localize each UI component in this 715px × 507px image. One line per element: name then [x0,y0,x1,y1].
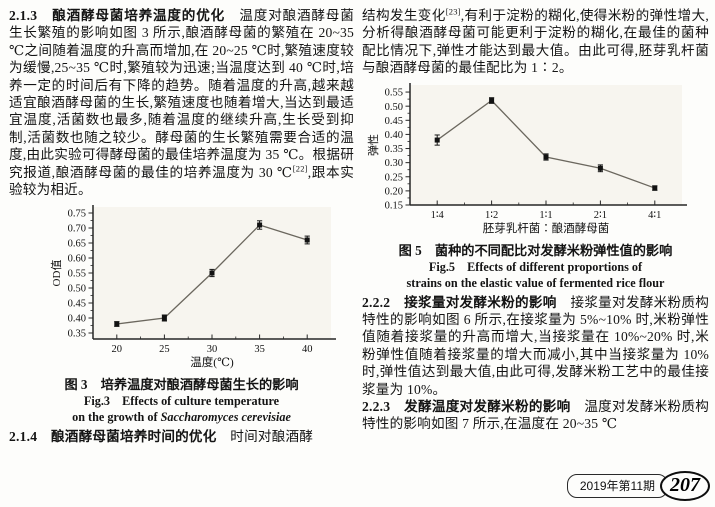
paragraph-2-1-3: 2.1.3 酿酒酵母菌培养温度的优化 温度对酿酒酵母菌生长繁殖的影响如图 3 所… [9,7,354,198]
paragraph-text: ,跟本实验较为相近。 [9,164,354,198]
y-tick-label: 0.20 [385,186,403,197]
paragraph-2-1-4: 2.1.4 酿酒酵母菌培养时间的优化 时间对酿酒酵 [9,428,354,445]
paragraph-continued: 结构发生变化[23],有利于淀粉的糊化,使得米粉的弹性增大,分析得酿酒酵母菌可能… [362,7,709,77]
y-tick-label: 0.35 [385,144,403,155]
section-heading-2-2-3: 2.2.3 发酵温度对发酵米粉的影响 [362,399,571,415]
axes: 0.15 0.20 0.25 0.30 0.35 0.40 0.45 0.50 0.55 1∶4 1… [385,82,687,221]
data-series [434,96,658,191]
x-tick-label: 1∶2 [485,210,498,221]
paragraph-text: 时间对酿酒酵 [216,429,314,445]
paragraph-text: 接浆量对发酵米粉质构特性的影响如图 6 所示,在接浆量为 5%~10% 时,米粉… [362,294,709,397]
y-tick-label: 0.30 [385,158,403,169]
right-column: 结构发生变化[23],有利于淀粉的糊化,使得米粉的弹性增大,分析得酿酒酵母菌可能… [362,7,709,433]
left-column: 2.1.3 酿酒酵母菌培养温度的优化 温度对酿酒酵母菌生长繁殖的影响如图 3 所… [9,7,354,446]
x-tick-label: 20 [112,344,123,355]
page-footer: 2019年第11期 207 [566,471,710,501]
data-point [257,222,263,228]
page-number: 207 [660,471,710,501]
x-tick-label: 2∶1 [594,210,607,221]
y-tick-label: 0.70 [68,224,86,235]
issue-badge: 2019年第11期 [566,474,668,498]
data-point [543,154,549,160]
data-series [114,220,310,328]
species-name: Saccharomyces cerevisiae [160,410,291,425]
data-point [161,315,167,321]
paragraph-text: 温度对发酵米粉质构特性的影响如图 7 所示,在温度在 20~35 ℃ [362,399,709,432]
paragraph-text: ,有利于淀粉的糊化,使得米粉的弹性增大,分析得酿酒酵母菌可能更利于淀粉的糊化,在… [362,8,709,76]
data-point [114,321,120,327]
fig3-caption-cn: 图 3 培养温度对酿酒酵母菌生长的影响 [64,377,299,393]
x-tick-label: 40 [302,344,313,355]
y-axis-label: 弹性 [366,134,380,156]
data-point [597,165,603,171]
y-tick-label: 0.45 [385,116,403,127]
fig3-caption-en-1: Fig.3 Effects of culture temperature [83,394,280,409]
section-heading-2-1-3: 2.1.3 酿酒酵母菌培养温度的优化 [9,8,225,23]
paragraph-text: 温度对酿酒酵母菌生长繁殖的影响如图 3 所示,酿酒酵母菌的繁殖在 20~35 ℃… [9,8,354,180]
x-tick-label: 25 [159,344,170,355]
citation-ref-22: [22] [292,163,308,174]
y-tick-label: 0.55 [68,269,86,280]
x-tick-label: 1∶4 [431,210,445,221]
y-tick-label: 0.75 [68,209,86,220]
fig5-caption-cn: 图 5 菌种的不同配比对发酵米粉弹性值的影响 [398,242,673,258]
paragraph-2-2-3: 2.2.3 发酵温度对发酵米粉的影响 温度对发酵米粉质构特性的影响如图 7 所示… [362,398,709,433]
y-tick-label: 0.50 [68,284,86,295]
data-point [489,97,495,103]
citation-ref-23: [23] [445,6,461,17]
axes: 0.35 0.40 0.45 0.50 0.55 0.60 0.65 0.70 0.75 20 25… [68,205,336,355]
y-tick-label: 0.35 [68,329,86,340]
x-tick-label: 35 [254,344,265,355]
y-tick-label: 0.60 [68,254,86,265]
fig5-line-chart: 0.15 0.20 0.25 0.30 0.35 0.40 0.45 0.50 0.55 1∶4 1… [366,82,687,235]
x-tick-label: 4∶1 [648,210,661,221]
y-tick-label: 0.40 [68,314,86,325]
y-tick-label: 0.25 [385,172,403,183]
caption-text: on the growth of [72,410,161,425]
y-tick-label: 0.45 [68,299,86,310]
fig5-caption-en-2: strains on the elastic value of fermente… [406,275,665,290]
y-tick-label: 0.40 [385,130,403,141]
x-axis-label: 温度(℃) [190,355,234,369]
fig5-caption-en-1: Fig.5 Effects of different proportions o… [428,259,643,274]
data-point [652,185,658,191]
y-tick-label: 0.15 [385,200,403,211]
paragraph-text: 结构发生变化 [362,8,446,23]
section-heading-2-2-2: 2.2.2 接浆量对发酵米粉的影响 [362,294,557,310]
plot-area [410,84,682,205]
y-tick-label: 0.65 [68,239,86,250]
x-axis-label: 胚芽乳杆菌∶酿酒酵母菌 [483,221,610,235]
y-axis-label: OD值 [50,260,63,287]
data-point [209,270,215,276]
fig3-caption-en-2: on the growth of Saccharomyces cerevisia… [9,409,354,425]
x-tick-label: 30 [207,344,218,355]
fig3-line-chart: 0.35 0.40 0.45 0.50 0.55 0.60 0.65 0.70 0.75 20 25… [50,205,336,369]
y-tick-label: 0.55 [385,87,403,98]
section-heading-2-1-4: 2.1.4 酿酒酵母菌培养时间的优化 [9,429,217,445]
y-tick-label: 0.50 [385,101,403,112]
data-point [304,237,310,243]
data-point [434,137,440,143]
paragraph-2-2-2: 2.2.2 接浆量对发酵米粉的影响 接浆量对发酵米粉质构特性的影响如图 6 所示… [362,294,709,398]
x-tick-label: 1∶1 [539,210,552,221]
